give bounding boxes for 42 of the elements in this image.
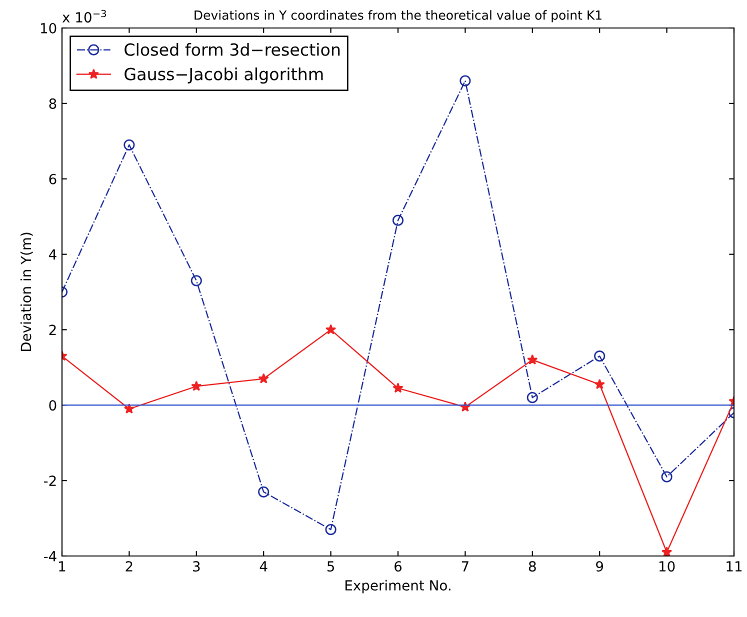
y-axis-title: Deviation in Y(m) [20, 232, 33, 352]
point [392, 214, 404, 226]
text: x 10$^{−3}$ [62, 10, 106, 23]
point [526, 392, 538, 404]
y-tick-label: -4 [44, 551, 56, 562]
y-tick-label: 0 [49, 400, 56, 411]
chart-title: Deviations in Y coordinates from the theoretical value of point K1 [194, 10, 602, 22]
x-tick-label: 5 [327, 561, 334, 572]
y-tick-label: -2 [44, 476, 56, 486]
legend-label: Closed form 3d−resection [124, 43, 340, 56]
point [124, 139, 135, 150]
point [258, 373, 269, 384]
x-tick-label: 8 [528, 561, 536, 572]
x-tick-label: 4 [260, 561, 268, 572]
x-tick-label: 10 [659, 561, 675, 572]
x-tick-label: 6 [394, 561, 402, 572]
point [190, 275, 202, 286]
point [258, 486, 270, 498]
x-axis-title: Experiment No. [346, 580, 450, 594]
y-tick-label: 2 [49, 324, 56, 335]
point [124, 403, 135, 414]
x-tick-label: 1 [59, 561, 66, 572]
y-tick-label: 6 [49, 174, 56, 184]
y-tick-label: 8 [49, 98, 56, 109]
point [594, 350, 606, 362]
point [594, 378, 605, 390]
point [460, 75, 471, 86]
x-tick-label: 7 [462, 561, 468, 572]
point [527, 354, 538, 365]
x-tick-label: 2 [126, 561, 132, 572]
x-tick-label: 11 [726, 561, 742, 572]
y-tick-label: 4 [48, 249, 56, 260]
y-tick-label: 10 [40, 22, 56, 34]
x-tick-label: 9 [596, 561, 604, 572]
point [392, 382, 404, 393]
point [661, 471, 672, 482]
x-tick-label: 3 [193, 561, 200, 572]
legend-label: Gauss−Jacobi algorithm [124, 67, 323, 84]
point [325, 324, 336, 334]
point [191, 380, 202, 391]
point [325, 524, 336, 536]
point [661, 546, 672, 556]
